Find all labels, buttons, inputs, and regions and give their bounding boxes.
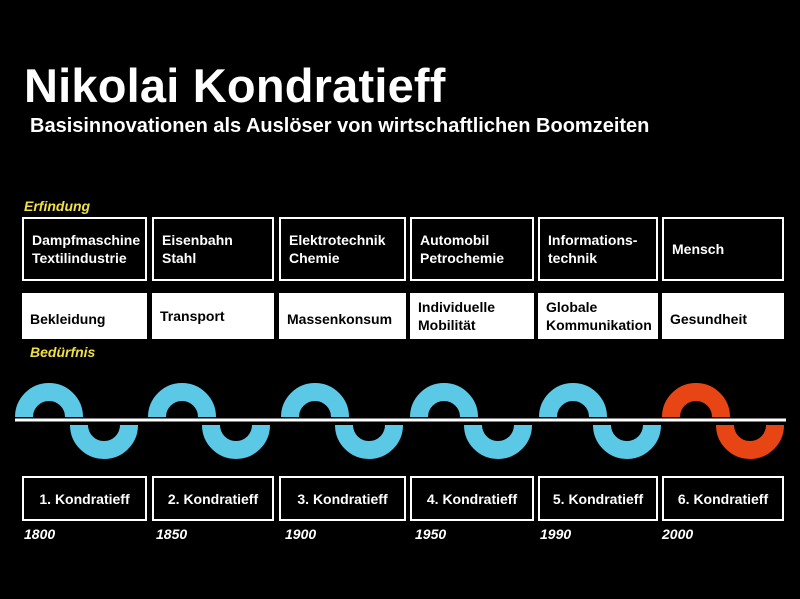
wave-crest-2 (148, 383, 216, 418)
wave-trough-3 (335, 424, 403, 459)
invention-box-6: Mensch (662, 217, 784, 281)
invention-box-2: Eisenbahn Stahl (152, 217, 274, 281)
year-label-4: 1950 (415, 526, 447, 542)
wave-trough-5 (593, 424, 661, 459)
cycle-box-3: 3. Kondratieff (279, 476, 406, 521)
need-label: Gesundheit (670, 311, 748, 327)
kondratieff-waves (15, 383, 786, 459)
need-box-4: Individuelle Mobilität (410, 293, 534, 339)
cycle-label: 5. Kondratieff (552, 490, 644, 507)
invention-box-5: Informations- technik (538, 217, 658, 281)
need-box-5: Globale Kommunikation (538, 293, 658, 339)
wave-crest-3 (281, 383, 349, 418)
cycle-box-6: 6. Kondratieff (662, 476, 784, 521)
need-box-1: Bekleidung (22, 293, 147, 339)
need-label: Globale Kommunikation (546, 299, 652, 333)
invention-box-4: Automobil Petrochemie (410, 217, 534, 281)
cycle-label: 3. Kondratieff (297, 490, 388, 507)
invention-label: Elektrotechnik Chemie (289, 232, 386, 266)
wave-trough-4 (464, 424, 532, 459)
wave-trough-1 (70, 424, 138, 459)
year-label-6: 2000 (662, 526, 694, 542)
wave-crest-5 (539, 383, 607, 418)
invention-box-3: Elektrotechnik Chemie (279, 217, 406, 281)
cycle-label: 4. Kondratieff (426, 490, 518, 507)
invention-label: Dampfmaschine Textilindustrie (32, 232, 141, 266)
invention-label: Eisenbahn Stahl (162, 232, 233, 266)
invention-label: Automobil Petrochemie (420, 232, 505, 266)
year-label-1: 1800 (24, 526, 56, 542)
label-beduerfnis: Bedürfnis (30, 344, 96, 360)
cycle-label: 6. Kondratieff (677, 490, 769, 507)
cycle-box-5: 5. Kondratieff (538, 476, 658, 521)
invention-box-1: Dampfmaschine Textilindustrie (22, 217, 147, 281)
invention-label: Informations- technik (548, 232, 638, 266)
need-label: Bekleidung (30, 311, 106, 327)
cycle-box-1: 1. Kondratieff (22, 476, 147, 521)
need-box-6: Gesundheit (662, 293, 784, 339)
cycle-box-4: 4. Kondratieff (410, 476, 534, 521)
wave-trough-2 (202, 424, 270, 459)
cycle-label: 1. Kondratieff (39, 490, 130, 507)
page-subtitle: Basisinnovationen als Auslöser von wirts… (30, 115, 650, 137)
need-box-2: Transport (152, 293, 274, 339)
year-label-5: 1990 (540, 526, 572, 542)
wave-crest-6 (662, 383, 730, 418)
need-label: Massenkonsum (287, 311, 393, 327)
need-label: Individuelle Mobilität (418, 299, 496, 333)
cycle-box-2: 2. Kondratieff (152, 476, 274, 521)
year-label-2: 1850 (156, 526, 188, 542)
cycle-label: 2. Kondratieff (167, 490, 259, 507)
wave-trough-6 (716, 424, 784, 459)
need-label: Transport (160, 308, 225, 324)
wave-crest-4 (410, 383, 478, 418)
page-title: Nikolai Kondratieff (24, 59, 446, 112)
wave-crest-1 (15, 383, 83, 418)
invention-label: Mensch (672, 241, 725, 257)
year-label-3: 1900 (285, 526, 317, 542)
label-erfindung: Erfindung (24, 198, 91, 214)
need-box-3: Massenkonsum (279, 293, 406, 339)
